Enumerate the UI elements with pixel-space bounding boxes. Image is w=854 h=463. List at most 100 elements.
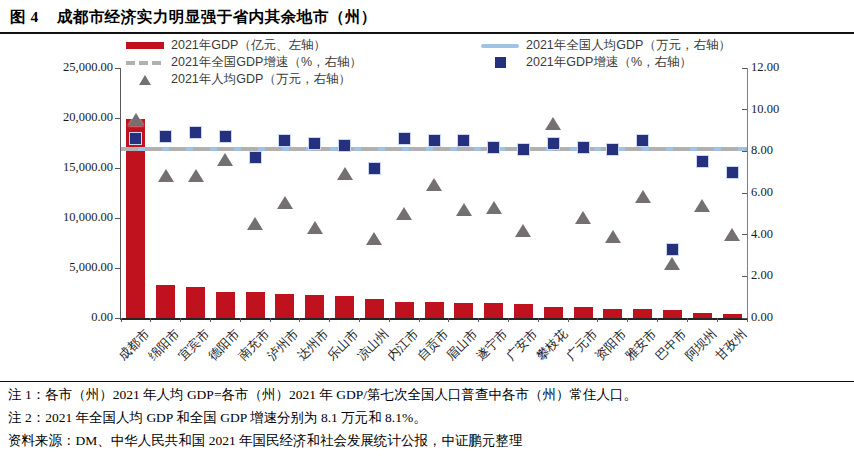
gdp-growth-marker [338, 139, 351, 152]
left-axis-tick-label: 5,000.00 [0, 260, 113, 275]
gdp-growth-marker [726, 166, 739, 179]
left-axis-tick-label: 20,000.00 [0, 110, 113, 125]
right-axis-tick [742, 276, 747, 277]
x-axis-label-12: 遂宁市 [473, 326, 512, 365]
x-axis-tick [240, 318, 241, 322]
right-axis-tick [742, 193, 747, 194]
note-1: 注 1：各市（州）2021 年人均 GDP=各市（州）2021 年 GDP/第七… [0, 382, 854, 405]
per-capita-gdp-marker [188, 169, 204, 182]
x-axis-label-18: 巴中市 [652, 326, 691, 365]
x-axis-label-17: 雅安市 [622, 326, 661, 365]
per-capita-gdp-marker [694, 199, 710, 212]
x-axis-tick [597, 318, 598, 322]
gdp-bar [186, 287, 205, 319]
x-axis-label-10: 自贡市 [413, 326, 452, 365]
gdp-growth-marker [696, 155, 709, 168]
right-axis-tick-label: 8.00 [751, 143, 773, 158]
gdp-bar [216, 292, 235, 319]
per-capita-gdp-marker [247, 217, 263, 230]
gdp-bar [663, 310, 682, 318]
per-capita-gdp-marker [635, 190, 651, 203]
gdp-bar [365, 299, 384, 318]
notes-block: 注 1：各市（州）2021 年人均 GDP=各市（州）2021 年 GDP/第七… [0, 381, 854, 451]
x-axis-tick [448, 318, 449, 322]
gdp-growth-marker [129, 132, 142, 145]
x-axis-label-20: 甘孜州 [712, 326, 751, 365]
x-axis-tick [687, 318, 688, 322]
figure-header: 图 4成都市经济实力明显强于省内其余地市（州） [0, 0, 854, 34]
gdp-growth-marker [219, 130, 232, 143]
gdp-bar [425, 302, 444, 318]
right-axis-tick-label: 6.00 [751, 185, 773, 200]
gdp-growth-marker [249, 151, 262, 164]
legend-label: 2021年全国人均GDP（万元，右轴） [526, 37, 731, 54]
per-capita-gdp-marker [545, 117, 561, 130]
note-2: 注 2：2021 年全国人均 GDP 和全国 GDP 增速分别为 8.1 万元和… [0, 405, 854, 428]
x-axis-tick [538, 318, 539, 322]
x-axis-label-19: 阿坝州 [682, 326, 721, 365]
gdp-growth-marker [487, 141, 500, 154]
gdp-growth-marker [606, 143, 619, 156]
x-axis-tick [568, 318, 569, 322]
gdp-bar [454, 303, 473, 319]
per-capita-gdp-marker [724, 228, 740, 241]
left-axis-tick [115, 218, 120, 219]
x-axis-tick [270, 318, 271, 322]
gdp-growth-marker [636, 134, 649, 147]
gdp-growth-marker [368, 162, 381, 175]
gdp-growth-marker [517, 143, 530, 156]
x-axis-tick [299, 318, 300, 322]
left-axis-tick-label: 15,000.00 [0, 160, 113, 175]
gdp-bar [335, 296, 354, 318]
gdp-bar [395, 302, 414, 318]
x-axis-tick [508, 318, 509, 322]
gdp-growth-marker [547, 137, 560, 150]
gdp-bar [156, 285, 175, 319]
per-capita-gdp-marker [277, 196, 293, 209]
figure-title: 图 4成都市经济实力明显强于省内其余地市（州） [10, 7, 377, 28]
x-axis-tick [627, 318, 628, 322]
x-axis-tick [329, 318, 330, 322]
gdp-bar [544, 307, 563, 319]
x-axis-label-16: 资阳市 [592, 326, 631, 365]
gdp-bar [246, 292, 265, 318]
x-axis-tick [210, 318, 211, 322]
right-axis-tick-label: 10.00 [751, 102, 779, 117]
x-axis-label-3: 德阳市 [205, 326, 244, 365]
x-axis-tick [419, 318, 420, 322]
gdp-growth-marker [577, 141, 590, 154]
x-axis-label-9: 内江市 [384, 326, 423, 365]
x-axis-label-5: 泸州市 [264, 326, 303, 365]
legend-item-right-0: 2021年全国人均GDP（万元，右轴） [481, 37, 731, 54]
right-axis-tick-label: 0.00 [751, 310, 773, 325]
figure-number: 图 4 [10, 8, 39, 25]
per-capita-gdp-marker [456, 203, 472, 216]
x-axis-tick [180, 318, 181, 322]
per-capita-gdp-marker [396, 207, 412, 220]
gdp-bar [275, 294, 294, 318]
right-axis-tick-label: 12.00 [751, 60, 779, 75]
gdp-bar [514, 304, 533, 318]
per-capita-gdp-marker [307, 221, 323, 234]
dashed-legend-icon [126, 61, 164, 65]
x-axis-tick [121, 318, 122, 322]
x-axis-label-13: 广安市 [503, 326, 542, 365]
x-axis-label-4: 南充市 [235, 326, 274, 365]
x-axis-tick [657, 318, 658, 322]
left-axis-tick [115, 268, 120, 269]
per-capita-gdp-marker [486, 201, 502, 214]
per-capita-gdp-marker [158, 169, 174, 182]
x-axis-label-0: 成都市 [115, 326, 154, 365]
legend-label: 2021年GDP（亿元、左轴） [171, 37, 326, 54]
per-capita-gdp-marker [337, 167, 353, 180]
left-axis-tick [115, 318, 120, 319]
left-axis-tick-label: 0.00 [0, 310, 113, 325]
left-axis-tick [115, 168, 120, 169]
source-line: 资料来源：DM、中华人民共和国 2021 年国民经济和社会发展统计公报，中证鹏元… [0, 428, 854, 451]
per-capita-gdp-marker [366, 232, 382, 245]
x-axis-label-14: 攀枝花 [533, 326, 572, 365]
x-axis-label-7: 乐山市 [324, 326, 363, 365]
right-axis-tick-label: 4.00 [751, 227, 773, 242]
plot-area [120, 68, 748, 320]
per-capita-gdp-marker [426, 178, 442, 191]
